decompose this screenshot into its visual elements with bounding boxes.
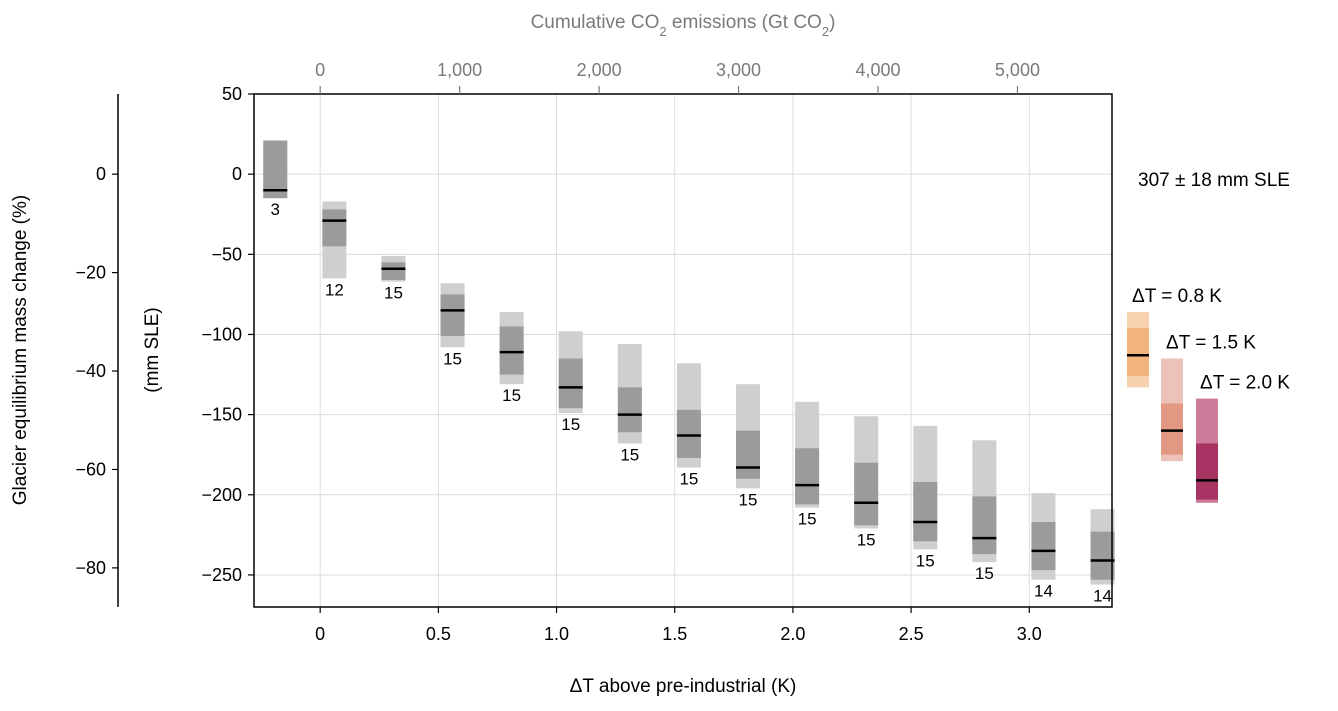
box-count-label: 15: [916, 551, 935, 570]
box-count-label: 14: [1093, 587, 1112, 606]
box-count-label: 15: [561, 415, 580, 434]
x-tick-label: 3.0: [1017, 624, 1042, 644]
plot-frame: [253, 93, 1113, 608]
box-group: 14: [1090, 509, 1115, 606]
left-tick-label: −20: [75, 263, 106, 283]
box-group: 14: [1031, 493, 1056, 601]
box-inner-range: [617, 387, 642, 433]
box-count-label: 12: [325, 280, 344, 299]
legend-box-inner: [1161, 403, 1183, 455]
y-axis-ticks: 50 0 −50 −100 −150 −200 −250: [201, 84, 254, 585]
box-inner-range: [913, 481, 938, 542]
box-group: 15: [381, 255, 406, 303]
top-tick-label: 3,000: [716, 60, 761, 80]
x-tick-label: 0: [315, 624, 325, 644]
y-tick-label: 50: [222, 84, 242, 104]
legend-label: ΔT = 2.0 K: [1200, 373, 1290, 394]
legend-item: ΔT = 1.5 K: [1161, 333, 1256, 462]
box-group: 12: [322, 201, 347, 299]
box-group: 15: [854, 416, 879, 549]
box-count-label: 15: [443, 349, 462, 368]
top-axis-ticks: 0 1,000 2,000 3,000 4,000 5,000: [315, 60, 1040, 94]
left-tick-label: −60: [75, 459, 106, 479]
top-axis-label-sub: 2: [659, 24, 666, 39]
top-axis-label-sub2: 2: [822, 24, 829, 39]
box-group: 15: [913, 425, 938, 570]
box-inner-range: [736, 430, 760, 479]
y-tick-label: −150: [201, 405, 242, 425]
box-inner-range: [676, 409, 701, 458]
legend-item: ΔT = 0.8 K: [1127, 286, 1222, 388]
y-tick-label: −50: [211, 244, 242, 264]
x-tick-label: 2.0: [780, 624, 805, 644]
box-series: 3 12 15 15 15 15 15 15 15 15 15 15 15 14 14: [263, 140, 1115, 606]
top-axis-label-mid: emissions (Gt CO: [667, 12, 822, 33]
box-group: 15: [440, 283, 465, 368]
y-tick-label: −200: [201, 485, 242, 505]
legend-label: ΔT = 0.8 K: [1132, 286, 1222, 307]
left-percent-axis: 0 −20 −40 −60 −80: [75, 94, 119, 607]
legend-item: ΔT = 2.0 K: [1196, 373, 1290, 503]
box-group: 15: [617, 344, 642, 464]
box-count-label: 15: [502, 386, 521, 405]
box-count-label: 15: [975, 564, 994, 583]
box-count-label: 14: [1034, 582, 1053, 601]
legend: ΔT = 0.8 K ΔT = 1.5 K ΔT = 2.0 K: [1127, 286, 1290, 503]
x-axis-ticks: 0 0.5 1.0 1.5 2.0 2.5 3.0: [315, 607, 1042, 644]
box-count-label: 15: [857, 530, 876, 549]
y-tick-label: −250: [201, 565, 242, 585]
x-tick-label: 2.5: [899, 624, 924, 644]
box-count-label: 15: [739, 490, 758, 509]
box-group: 3: [263, 140, 288, 219]
y-axis-label: (mm SLE): [142, 307, 163, 393]
box-inner-range: [263, 140, 288, 199]
left-tick-label: −40: [75, 361, 106, 381]
top-tick-label: 2,000: [577, 60, 622, 80]
box-count-label: 15: [620, 445, 639, 464]
top-axis-label: Cumulative CO2 emissions (Gt CO2): [531, 12, 836, 39]
box-count-label: 15: [384, 284, 403, 303]
top-tick-label: 1,000: [437, 60, 482, 80]
grid-lines: [254, 93, 1112, 607]
box-inner-range: [1031, 522, 1056, 571]
left-axis-label: Glacier equilibrium mass change (%): [10, 195, 31, 505]
x-axis-label: ΔT above pre-industrial (K): [570, 676, 797, 697]
top-axis-label-prefix: Cumulative CO: [531, 12, 660, 33]
box-group: 15: [558, 331, 583, 434]
box-inner-range: [854, 462, 879, 526]
box-inner-range: [381, 262, 406, 280]
box-inner-range: [440, 294, 465, 337]
legend-label: ΔT = 1.5 K: [1166, 333, 1256, 354]
box-count-label: 3: [271, 200, 280, 219]
y-tick-label: −100: [201, 324, 242, 344]
total-volume-annotation: 307 ± 18 mm SLE: [1138, 170, 1290, 191]
box-count-label: 15: [679, 470, 698, 489]
box-group: 15: [676, 363, 701, 489]
box-inner-range: [558, 358, 583, 409]
legend-box-inner: [1127, 328, 1149, 377]
box-inner-range: [795, 448, 820, 505]
legend-box-inner: [1196, 443, 1218, 500]
top-tick-label: 5,000: [995, 60, 1040, 80]
box-inner-range: [499, 326, 524, 375]
x-tick-label: 0.5: [426, 624, 451, 644]
left-tick-label: −80: [75, 558, 106, 578]
box-inner-range: [322, 209, 347, 247]
box-group: 15: [736, 384, 760, 509]
box-group: 15: [795, 401, 820, 529]
box-group: 15: [972, 440, 997, 583]
top-tick-label: 0: [315, 60, 325, 80]
left-tick-label: 0: [96, 164, 106, 184]
top-axis-label-suffix: ): [829, 12, 835, 33]
top-tick-label: 4,000: [855, 60, 900, 80]
x-tick-label: 1.0: [544, 624, 569, 644]
box-inner-range: [1090, 531, 1115, 580]
box-inner-range: [972, 496, 997, 555]
box-group: 15: [499, 312, 524, 405]
x-tick-label: 1.5: [662, 624, 687, 644]
box-count-label: 15: [798, 510, 817, 529]
y-tick-label: 0: [232, 164, 242, 184]
